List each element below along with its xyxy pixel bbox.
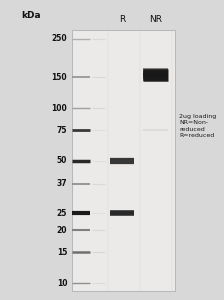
Text: 25: 25 xyxy=(57,209,67,218)
Text: kDa: kDa xyxy=(22,11,41,20)
Text: 100: 100 xyxy=(52,104,67,113)
Text: 150: 150 xyxy=(52,73,67,82)
Text: R: R xyxy=(119,15,125,24)
Text: 10: 10 xyxy=(57,278,67,287)
FancyBboxPatch shape xyxy=(72,30,175,291)
Text: 50: 50 xyxy=(57,156,67,165)
Text: 2ug loading
NR=Non-
reduced
R=reduced: 2ug loading NR=Non- reduced R=reduced xyxy=(179,114,216,138)
Text: 15: 15 xyxy=(57,248,67,257)
Text: 250: 250 xyxy=(52,34,67,43)
Text: 75: 75 xyxy=(57,125,67,134)
Text: 37: 37 xyxy=(57,179,67,188)
Text: 20: 20 xyxy=(57,226,67,235)
Text: NR: NR xyxy=(149,15,162,24)
